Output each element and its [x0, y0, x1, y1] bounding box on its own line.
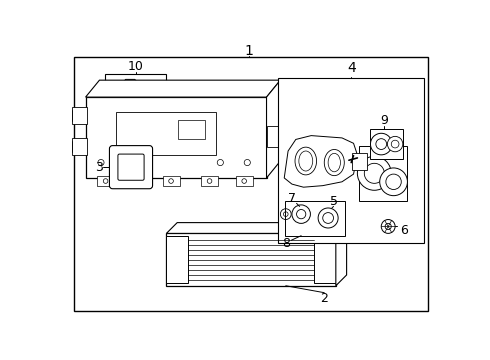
Bar: [201, 176, 218, 186]
Circle shape: [318, 208, 338, 228]
Circle shape: [130, 179, 135, 183]
Bar: [97, 176, 114, 186]
Bar: [236, 176, 253, 186]
Bar: [128, 87, 132, 93]
Circle shape: [365, 163, 384, 183]
Text: 4: 4: [347, 61, 356, 75]
Bar: [267, 126, 278, 147]
Ellipse shape: [324, 149, 344, 176]
Circle shape: [280, 209, 291, 220]
Bar: [314, 237, 336, 283]
Polygon shape: [86, 80, 280, 97]
Bar: [285, 201, 345, 236]
Circle shape: [244, 159, 250, 166]
Bar: [163, 176, 179, 186]
Circle shape: [380, 168, 408, 196]
Circle shape: [121, 105, 132, 116]
Bar: [126, 92, 134, 95]
Polygon shape: [267, 80, 280, 178]
Text: 3: 3: [95, 161, 102, 174]
Text: 1: 1: [245, 44, 253, 58]
Text: 9: 9: [380, 114, 388, 127]
Bar: [359, 145, 407, 201]
Circle shape: [388, 136, 403, 152]
Circle shape: [124, 109, 129, 113]
Text: 7: 7: [288, 192, 296, 205]
Polygon shape: [122, 80, 138, 87]
Ellipse shape: [299, 151, 313, 171]
Bar: [72, 107, 87, 124]
Circle shape: [169, 179, 173, 183]
Bar: [125, 94, 136, 97]
Circle shape: [385, 223, 391, 230]
Polygon shape: [336, 222, 346, 286]
Bar: [72, 138, 87, 155]
Circle shape: [370, 133, 392, 155]
Text: 2: 2: [320, 292, 328, 305]
Circle shape: [323, 213, 334, 223]
Circle shape: [376, 139, 387, 149]
Circle shape: [386, 174, 401, 189]
Ellipse shape: [328, 153, 341, 172]
Bar: [124, 176, 141, 186]
Polygon shape: [167, 222, 346, 233]
Bar: [117, 112, 217, 155]
Circle shape: [207, 179, 212, 183]
Circle shape: [391, 140, 399, 148]
Bar: [278, 78, 424, 243]
Circle shape: [283, 212, 288, 216]
Bar: [167, 233, 336, 286]
Circle shape: [125, 159, 131, 166]
FancyBboxPatch shape: [118, 154, 144, 180]
Circle shape: [381, 220, 395, 233]
Circle shape: [357, 156, 392, 190]
Bar: [370, 130, 403, 159]
Text: 8: 8: [282, 237, 290, 250]
Text: 5: 5: [329, 194, 338, 208]
Bar: [105, 74, 167, 119]
Bar: [167, 237, 188, 283]
Text: 10: 10: [128, 60, 144, 73]
Bar: [352, 153, 368, 170]
Ellipse shape: [295, 147, 317, 175]
Circle shape: [292, 205, 311, 223]
Bar: [86, 97, 267, 178]
Circle shape: [103, 179, 108, 183]
Circle shape: [296, 210, 306, 219]
Bar: [178, 120, 205, 139]
Circle shape: [242, 179, 246, 183]
Circle shape: [217, 159, 223, 166]
Circle shape: [98, 159, 104, 166]
Polygon shape: [284, 136, 357, 187]
Text: 6: 6: [400, 224, 408, 237]
FancyBboxPatch shape: [109, 145, 152, 189]
